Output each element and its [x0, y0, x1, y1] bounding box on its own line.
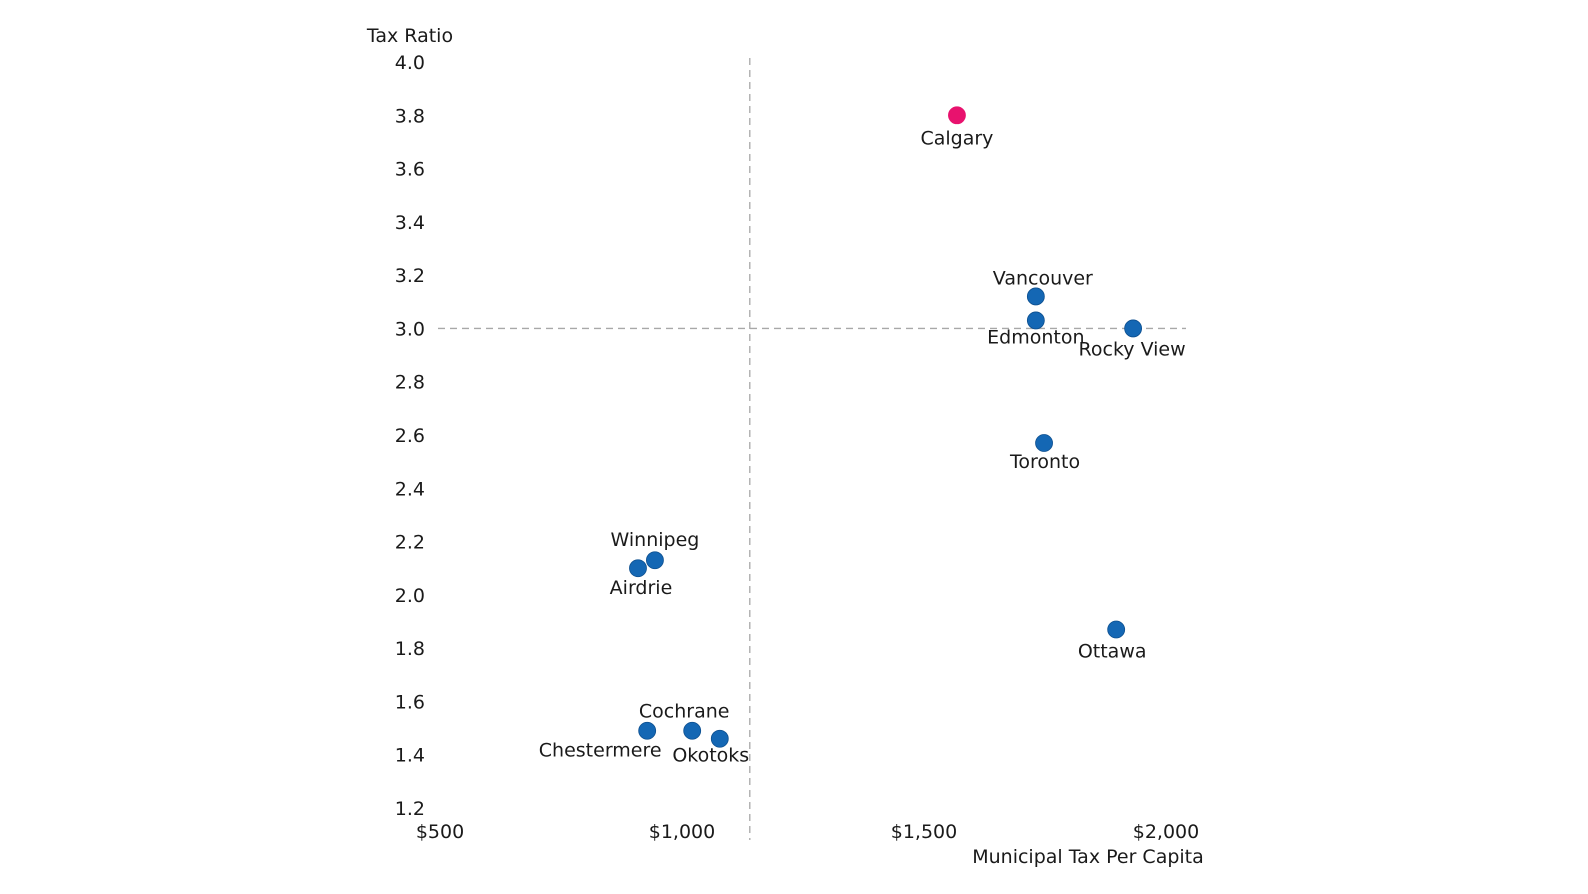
data-point-chestermere — [638, 721, 657, 740]
y-tick-label: 3.6 — [395, 159, 425, 181]
y-tick-label: 3.8 — [395, 105, 425, 127]
data-label-airdrie: Airdrie — [610, 577, 673, 599]
y-tick-label: 3.2 — [395, 265, 425, 287]
x-tick-label: $500 — [416, 821, 464, 843]
y-tick-label: 3.4 — [395, 212, 425, 234]
data-point-rocky-view — [1124, 319, 1143, 338]
data-label-ottawa: Ottawa — [1078, 640, 1147, 662]
data-points — [629, 106, 1143, 748]
y-tick-label: 1.2 — [395, 798, 425, 820]
y-tick-label: 2.8 — [395, 372, 425, 394]
x-tick-label: $1,000 — [649, 821, 715, 843]
data-label-edmonton: Edmonton — [987, 326, 1084, 348]
data-point-vancouver — [1026, 287, 1045, 306]
x-axis-title: Municipal Tax Per Capita — [972, 846, 1204, 868]
data-point-airdrie — [629, 559, 647, 578]
x-tick-label: $1,500 — [891, 821, 957, 843]
data-label-calgary: Calgary — [920, 127, 993, 149]
data-label-rocky-view: Rocky View — [1079, 338, 1186, 360]
data-label-cochrane: Cochrane — [639, 701, 730, 723]
y-tick-label: 1.4 — [395, 745, 425, 767]
y-tick-label: 2.4 — [395, 478, 425, 500]
data-point-toronto — [1035, 434, 1053, 452]
data-point-edmonton — [1026, 311, 1045, 330]
y-axis-ticks: 4.0 3.8 3.6 3.4 3.2 3.0 2.8 2.6 2.4 2.2 2.0 1.8 1.6 1… — [395, 52, 425, 820]
y-tick-label: 1.8 — [395, 638, 425, 660]
y-tick-label: 4.0 — [395, 52, 425, 74]
y-axis-title: Tax Ratio — [366, 25, 453, 47]
y-tick-label: 1.6 — [395, 691, 425, 713]
x-tick-label: $2,000 — [1133, 821, 1199, 843]
data-point-ottawa — [1107, 620, 1126, 639]
data-label-chestermere: Chestermere — [539, 740, 662, 762]
y-tick-label: 2.2 — [395, 532, 425, 554]
y-tick-label: 2.6 — [395, 425, 425, 447]
reference-lines — [438, 58, 1186, 840]
data-point-okotoks — [710, 729, 729, 748]
data-point-cochrane — [683, 721, 702, 740]
data-point-winnipeg — [646, 551, 664, 570]
data-point-calgary — [948, 106, 966, 125]
y-tick-label: 2.0 — [395, 585, 425, 607]
y-tick-label: 3.0 — [395, 318, 425, 340]
x-axis-ticks: $500 $1,000 $1,500 $2,000 — [416, 821, 1199, 843]
data-label-winnipeg: Winnipeg — [611, 529, 700, 551]
data-label-vancouver: Vancouver — [993, 267, 1093, 289]
data-label-toronto: Toronto — [1009, 451, 1080, 473]
data-label-okotoks: Okotoks — [672, 745, 749, 767]
